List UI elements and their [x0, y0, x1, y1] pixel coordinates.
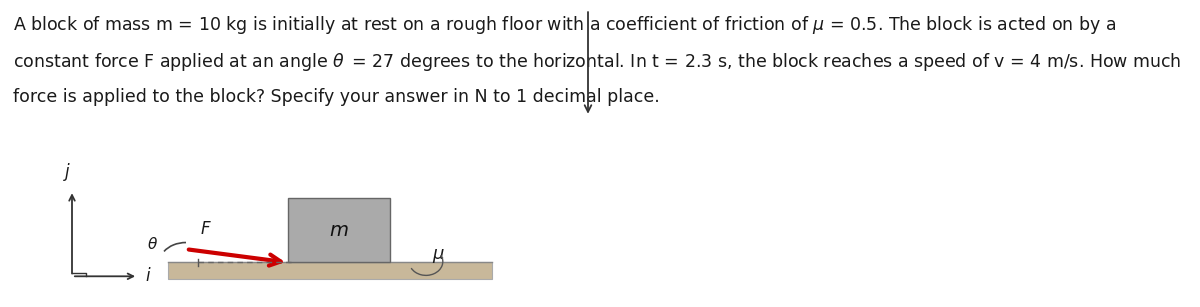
Text: A block of mass m = 10 kg is initially at rest on a rough floor with a coefficie: A block of mass m = 10 kg is initially a…: [13, 14, 1116, 36]
Text: $j$: $j$: [62, 161, 72, 183]
Text: $m$: $m$: [329, 221, 349, 240]
Bar: [168, 262, 492, 279]
Text: $\mu$: $\mu$: [432, 247, 445, 265]
Text: constant force F applied at an angle $\theta\,$ = 27 degrees to the horizontal. : constant force F applied at an angle $\t…: [13, 51, 1182, 73]
Bar: [288, 198, 390, 262]
Text: force is applied to the block? Specify your answer in N to 1 decimal place.: force is applied to the block? Specify y…: [13, 88, 660, 106]
Text: $\theta$: $\theta$: [146, 236, 158, 252]
Text: $i$: $i$: [145, 267, 151, 285]
Text: $F$: $F$: [200, 220, 212, 239]
